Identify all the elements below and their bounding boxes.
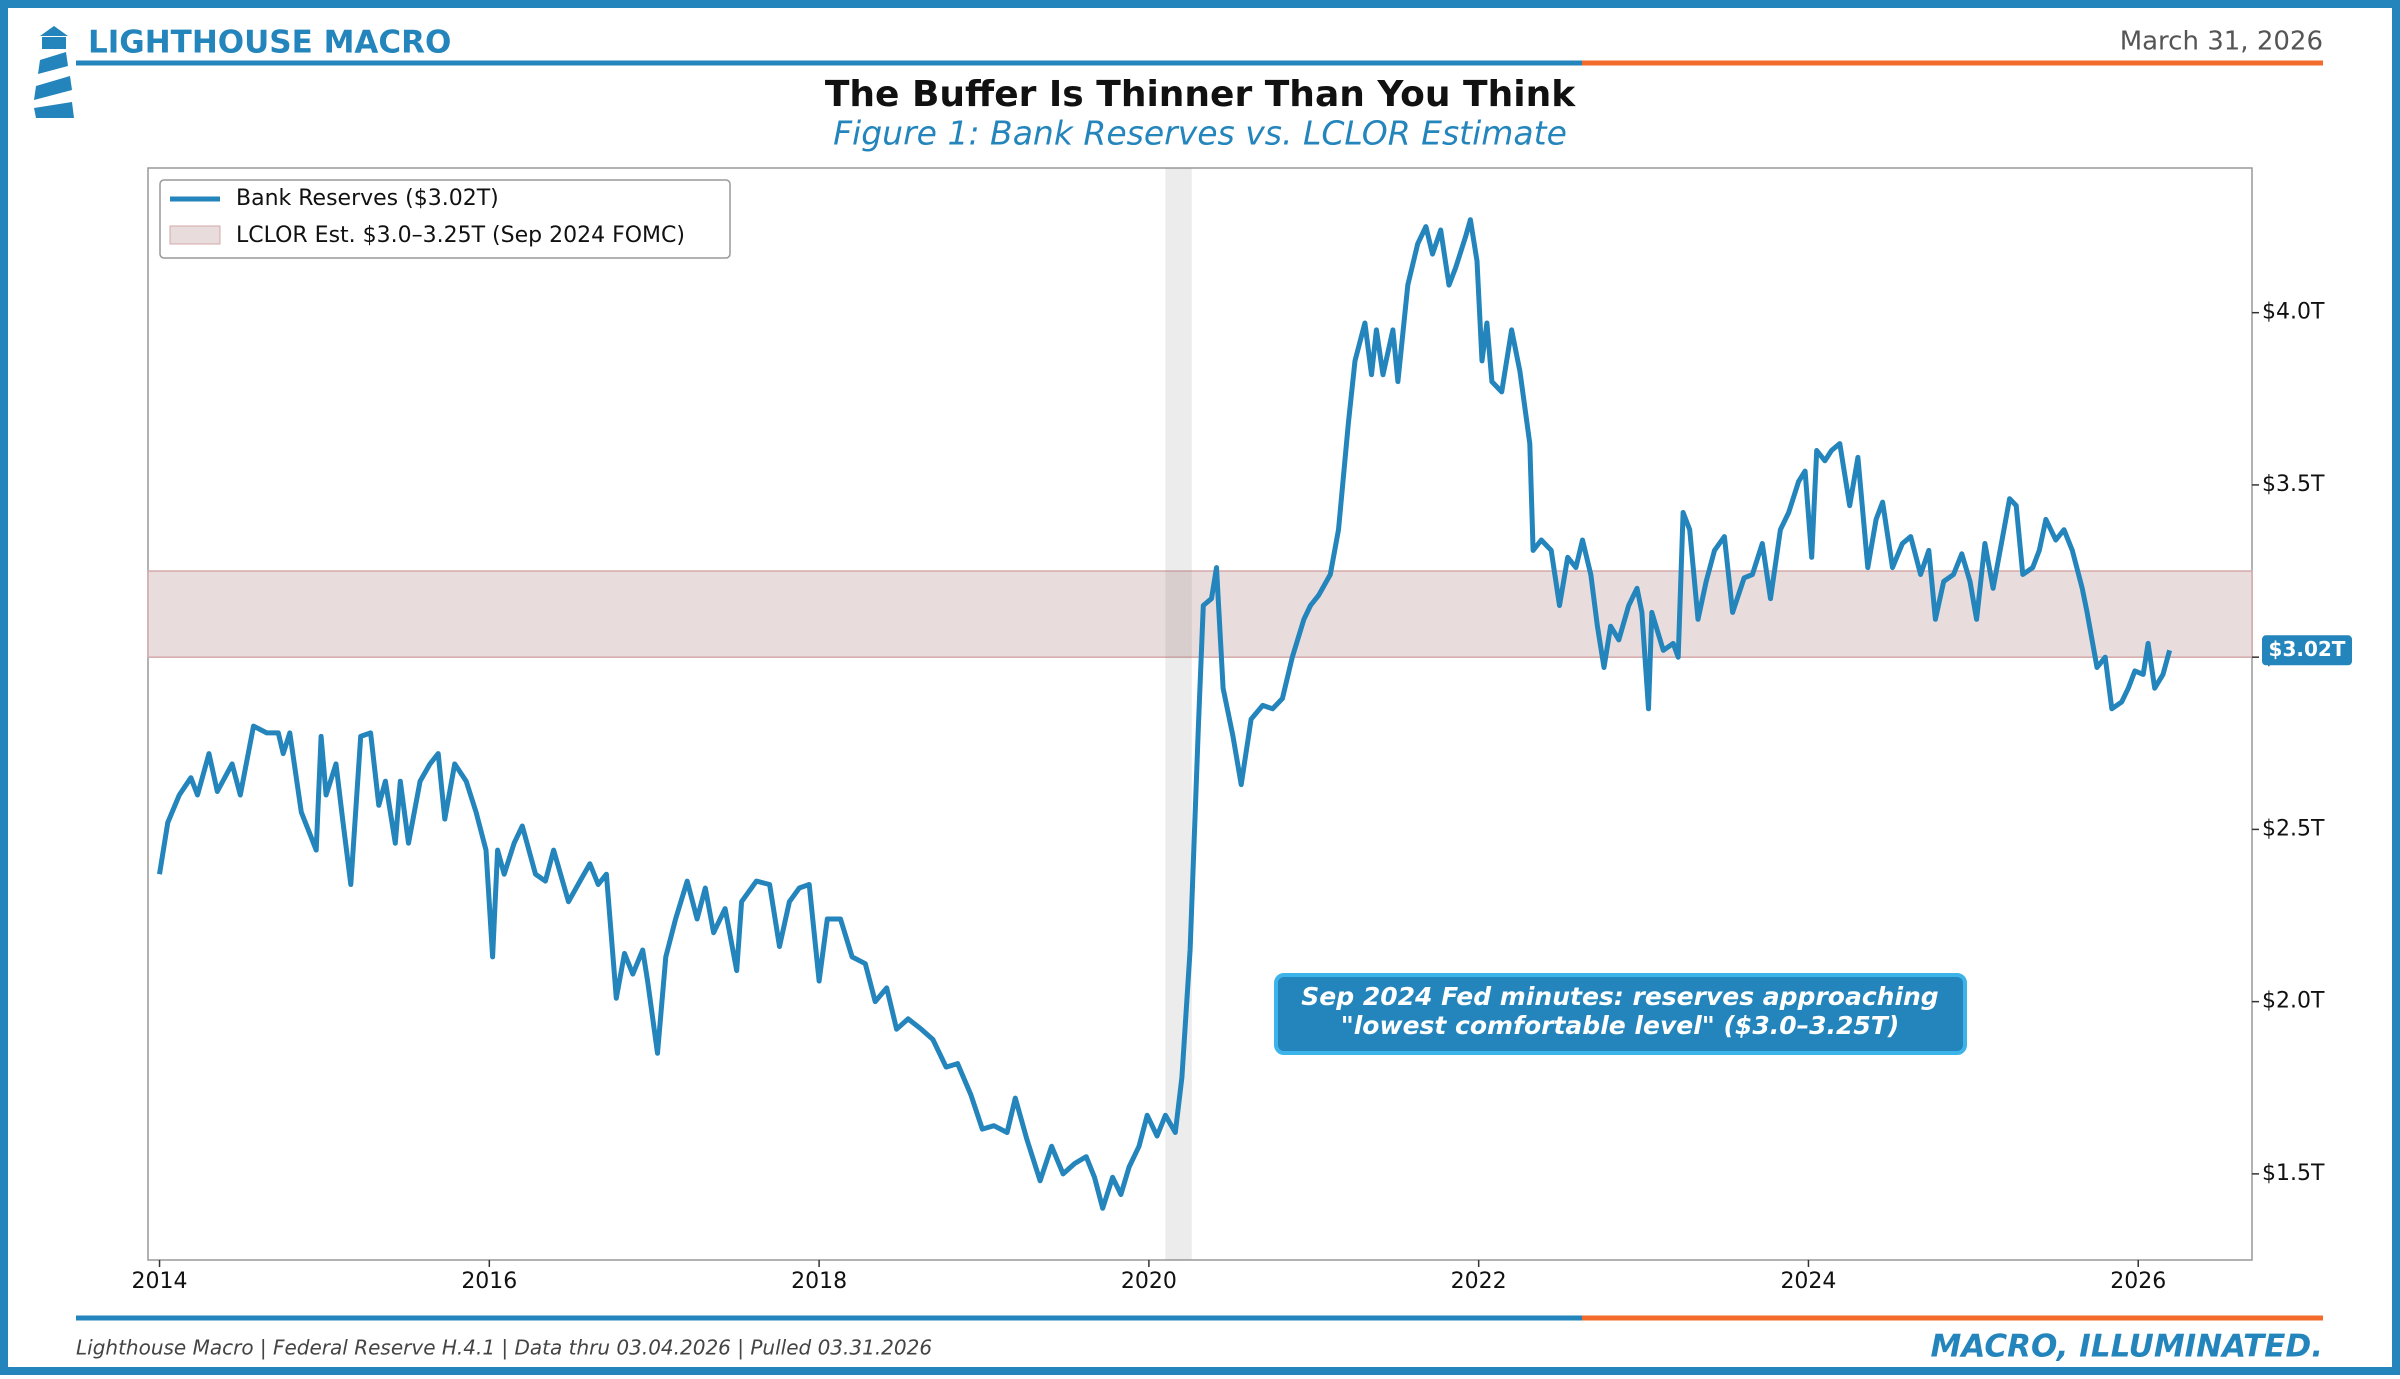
series-line — [157, 217, 2173, 1211]
logo — [34, 26, 74, 118]
end-label-box — [2262, 635, 2352, 666]
x-tick-label: 2020 — [1121, 1269, 1177, 1294]
date: March 31, 2026 — [2120, 27, 2323, 57]
chart-title: The Buffer Is Thinner Than You Think — [825, 74, 1576, 115]
annotation-box — [1274, 973, 1967, 1055]
x-tick-label: 2022 — [1451, 1269, 1507, 1294]
annotation-text: "lowest comfortable level" ($3.0–3.25T) — [1341, 1011, 1900, 1040]
x-tick-label: 2018 — [791, 1269, 847, 1294]
x-tick-label: 2016 — [461, 1269, 517, 1294]
y-tick-label: $2.0T — [2262, 989, 2325, 1014]
brand: LIGHTHOUSE MACRO — [88, 25, 451, 61]
x-tick-label: 2024 — [1780, 1269, 1836, 1294]
tagline: MACRO, ILLUMINATED. — [1931, 1329, 2323, 1365]
legend-label: LCLOR Est. $3.0–3.25T (Sep 2024 FOMC) — [236, 223, 685, 248]
legend-swatch — [169, 225, 221, 245]
footer-source: Lighthouse Macro | Federal Reserve H.4.1… — [76, 1336, 932, 1360]
y-tick-label: $1.5T — [2262, 1161, 2325, 1186]
annotation-text: Sep 2024 Fed minutes: reserves approachi… — [1301, 982, 1939, 1011]
recession-shade — [1165, 168, 1192, 1260]
y-tick-label: $4.0T — [2262, 300, 2325, 325]
x-tick-label: 2026 — [2110, 1269, 2166, 1294]
legend-box — [159, 179, 731, 259]
y-tick-label: $2.5T — [2262, 816, 2325, 841]
end-label: $3.02T — [2269, 637, 2346, 661]
x-tick-label: 2014 — [132, 1269, 188, 1294]
chart-subtitle: Figure 1: Bank Reserves vs. LCLOR Estima… — [833, 114, 1567, 153]
legend-label: Bank Reserves ($3.02T) — [236, 186, 499, 211]
y-tick-label: $3.5T — [2262, 472, 2325, 497]
